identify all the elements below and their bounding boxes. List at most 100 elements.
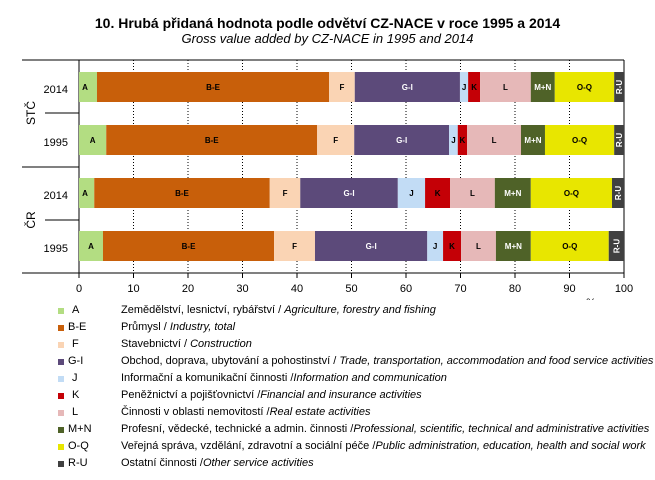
data-label: M+N (534, 83, 551, 92)
bar-segment (461, 231, 496, 261)
bar-segment (450, 178, 495, 208)
data-label: R-U (612, 239, 621, 253)
x-tick-label: 20 (182, 283, 194, 295)
x-tick-label: 40 (291, 283, 303, 295)
legend-swatch (58, 342, 64, 348)
bar-segment (612, 178, 624, 208)
data-label: G-I (396, 136, 407, 145)
bar-segment (300, 178, 398, 208)
data-label: R-U (615, 133, 624, 147)
legend-description: Průmysl / Industry, total (121, 321, 235, 333)
chart-title: 10. Hrubá přidaná hodnota podle odvětví … (94, 15, 561, 31)
legend-swatch (58, 461, 64, 467)
legend-swatch (58, 359, 64, 365)
bar-segment (520, 125, 545, 155)
legend-swatch (58, 444, 64, 450)
bar-segment (443, 231, 462, 261)
legend-code: J (72, 372, 78, 384)
data-label: K (471, 83, 477, 92)
legend-description-en: Information and communication (293, 372, 447, 384)
bar-segment (317, 125, 355, 155)
data-label: L (503, 83, 508, 92)
bar-segment (449, 125, 458, 155)
legend-swatch (58, 308, 64, 314)
group-label: ČR (23, 211, 38, 229)
chart-subtitle: Gross value added by CZ-NACE in 1995 and… (181, 31, 474, 46)
x-axis-label: % (586, 297, 596, 300)
data-label: R-U (615, 80, 624, 94)
data-label: F (340, 83, 345, 92)
data-label: A (90, 136, 96, 145)
data-label: O-Q (572, 136, 587, 145)
x-tick-label: 100 (615, 283, 633, 295)
bar-segment (530, 178, 613, 208)
legend-description-en: Financial and insurance activities (260, 389, 422, 401)
bar-segment (354, 72, 460, 102)
data-label: J (451, 136, 455, 145)
data-label: F (292, 242, 297, 251)
bar-segment (397, 178, 426, 208)
bar-segment (314, 231, 428, 261)
data-label: B-E (182, 242, 196, 251)
data-label: L (492, 136, 497, 145)
data-label: G-I (402, 83, 413, 92)
data-label: B-E (175, 189, 189, 198)
bar-segment (329, 72, 355, 102)
bar-segment (494, 178, 531, 208)
legend-description: Stavebnictví / Construction (121, 338, 252, 350)
legend-description: Zemědělství, lesnictví, rybářství / Agri… (121, 304, 436, 316)
legend-description-cz: Zemědělství, lesnictví, rybářství / (121, 304, 285, 316)
data-label: M+N (504, 189, 521, 198)
bar-segment (79, 72, 97, 102)
data-label: G-I (366, 242, 377, 251)
legend-swatch (58, 427, 64, 433)
legend-swatch (58, 325, 64, 331)
x-tick-label: 70 (454, 283, 466, 295)
category-label: 1995 (44, 243, 68, 255)
bar-segment (480, 72, 531, 102)
data-label: B-E (205, 136, 219, 145)
x-tick-label: 10 (127, 283, 139, 295)
data-label: J (433, 242, 437, 251)
x-tick-label: 50 (345, 283, 357, 295)
bar-segment (530, 231, 609, 261)
data-label: F (283, 189, 288, 198)
data-label: R-U (614, 186, 623, 200)
bar-segment (354, 125, 450, 155)
legend-swatch (58, 410, 64, 416)
bar-segment (459, 72, 469, 102)
data-label: A (82, 189, 88, 198)
data-label: A (88, 242, 94, 251)
bar-segment (425, 178, 451, 208)
bar-segment (457, 125, 468, 155)
x-tick-label: 80 (509, 283, 521, 295)
legend-swatch (58, 393, 64, 399)
data-label: K (460, 136, 466, 145)
legend-description: Profesní, vědecké, technické a admin. či… (121, 423, 649, 435)
bar-segment (96, 72, 330, 102)
data-label: G-I (343, 189, 354, 198)
legend-code: A (72, 304, 80, 316)
bar-segment (427, 231, 444, 261)
data-label: F (333, 136, 338, 145)
bar-segment (269, 178, 301, 208)
data-label: L (476, 242, 481, 251)
bar-segment (102, 231, 275, 261)
legend-description-en: Professional, scientific, technical and … (353, 423, 650, 435)
bar-segment (554, 72, 615, 102)
legend-description-en: Public administration, education, health… (375, 440, 646, 452)
bar-segment (467, 125, 521, 155)
bar-segment (614, 125, 624, 155)
legend-code: L (72, 406, 79, 418)
legend-code: B-E (68, 321, 87, 333)
data-label: J (409, 189, 413, 198)
data-label: M+N (505, 242, 522, 251)
legend-description-cz: Ostatní činnosti / (121, 457, 203, 469)
data-label: M+N (524, 136, 541, 145)
bar-segment (94, 178, 270, 208)
legend-description: Činnosti v oblasti nemovitostí /Real est… (121, 406, 370, 418)
legend-description: Informační a komunikační činnosti /Infor… (121, 372, 447, 384)
bar-segment (608, 231, 624, 261)
legend-code: R-U (68, 457, 88, 469)
legend-description: Veřejná správa, vzdělání, zdravotní a so… (121, 440, 646, 452)
